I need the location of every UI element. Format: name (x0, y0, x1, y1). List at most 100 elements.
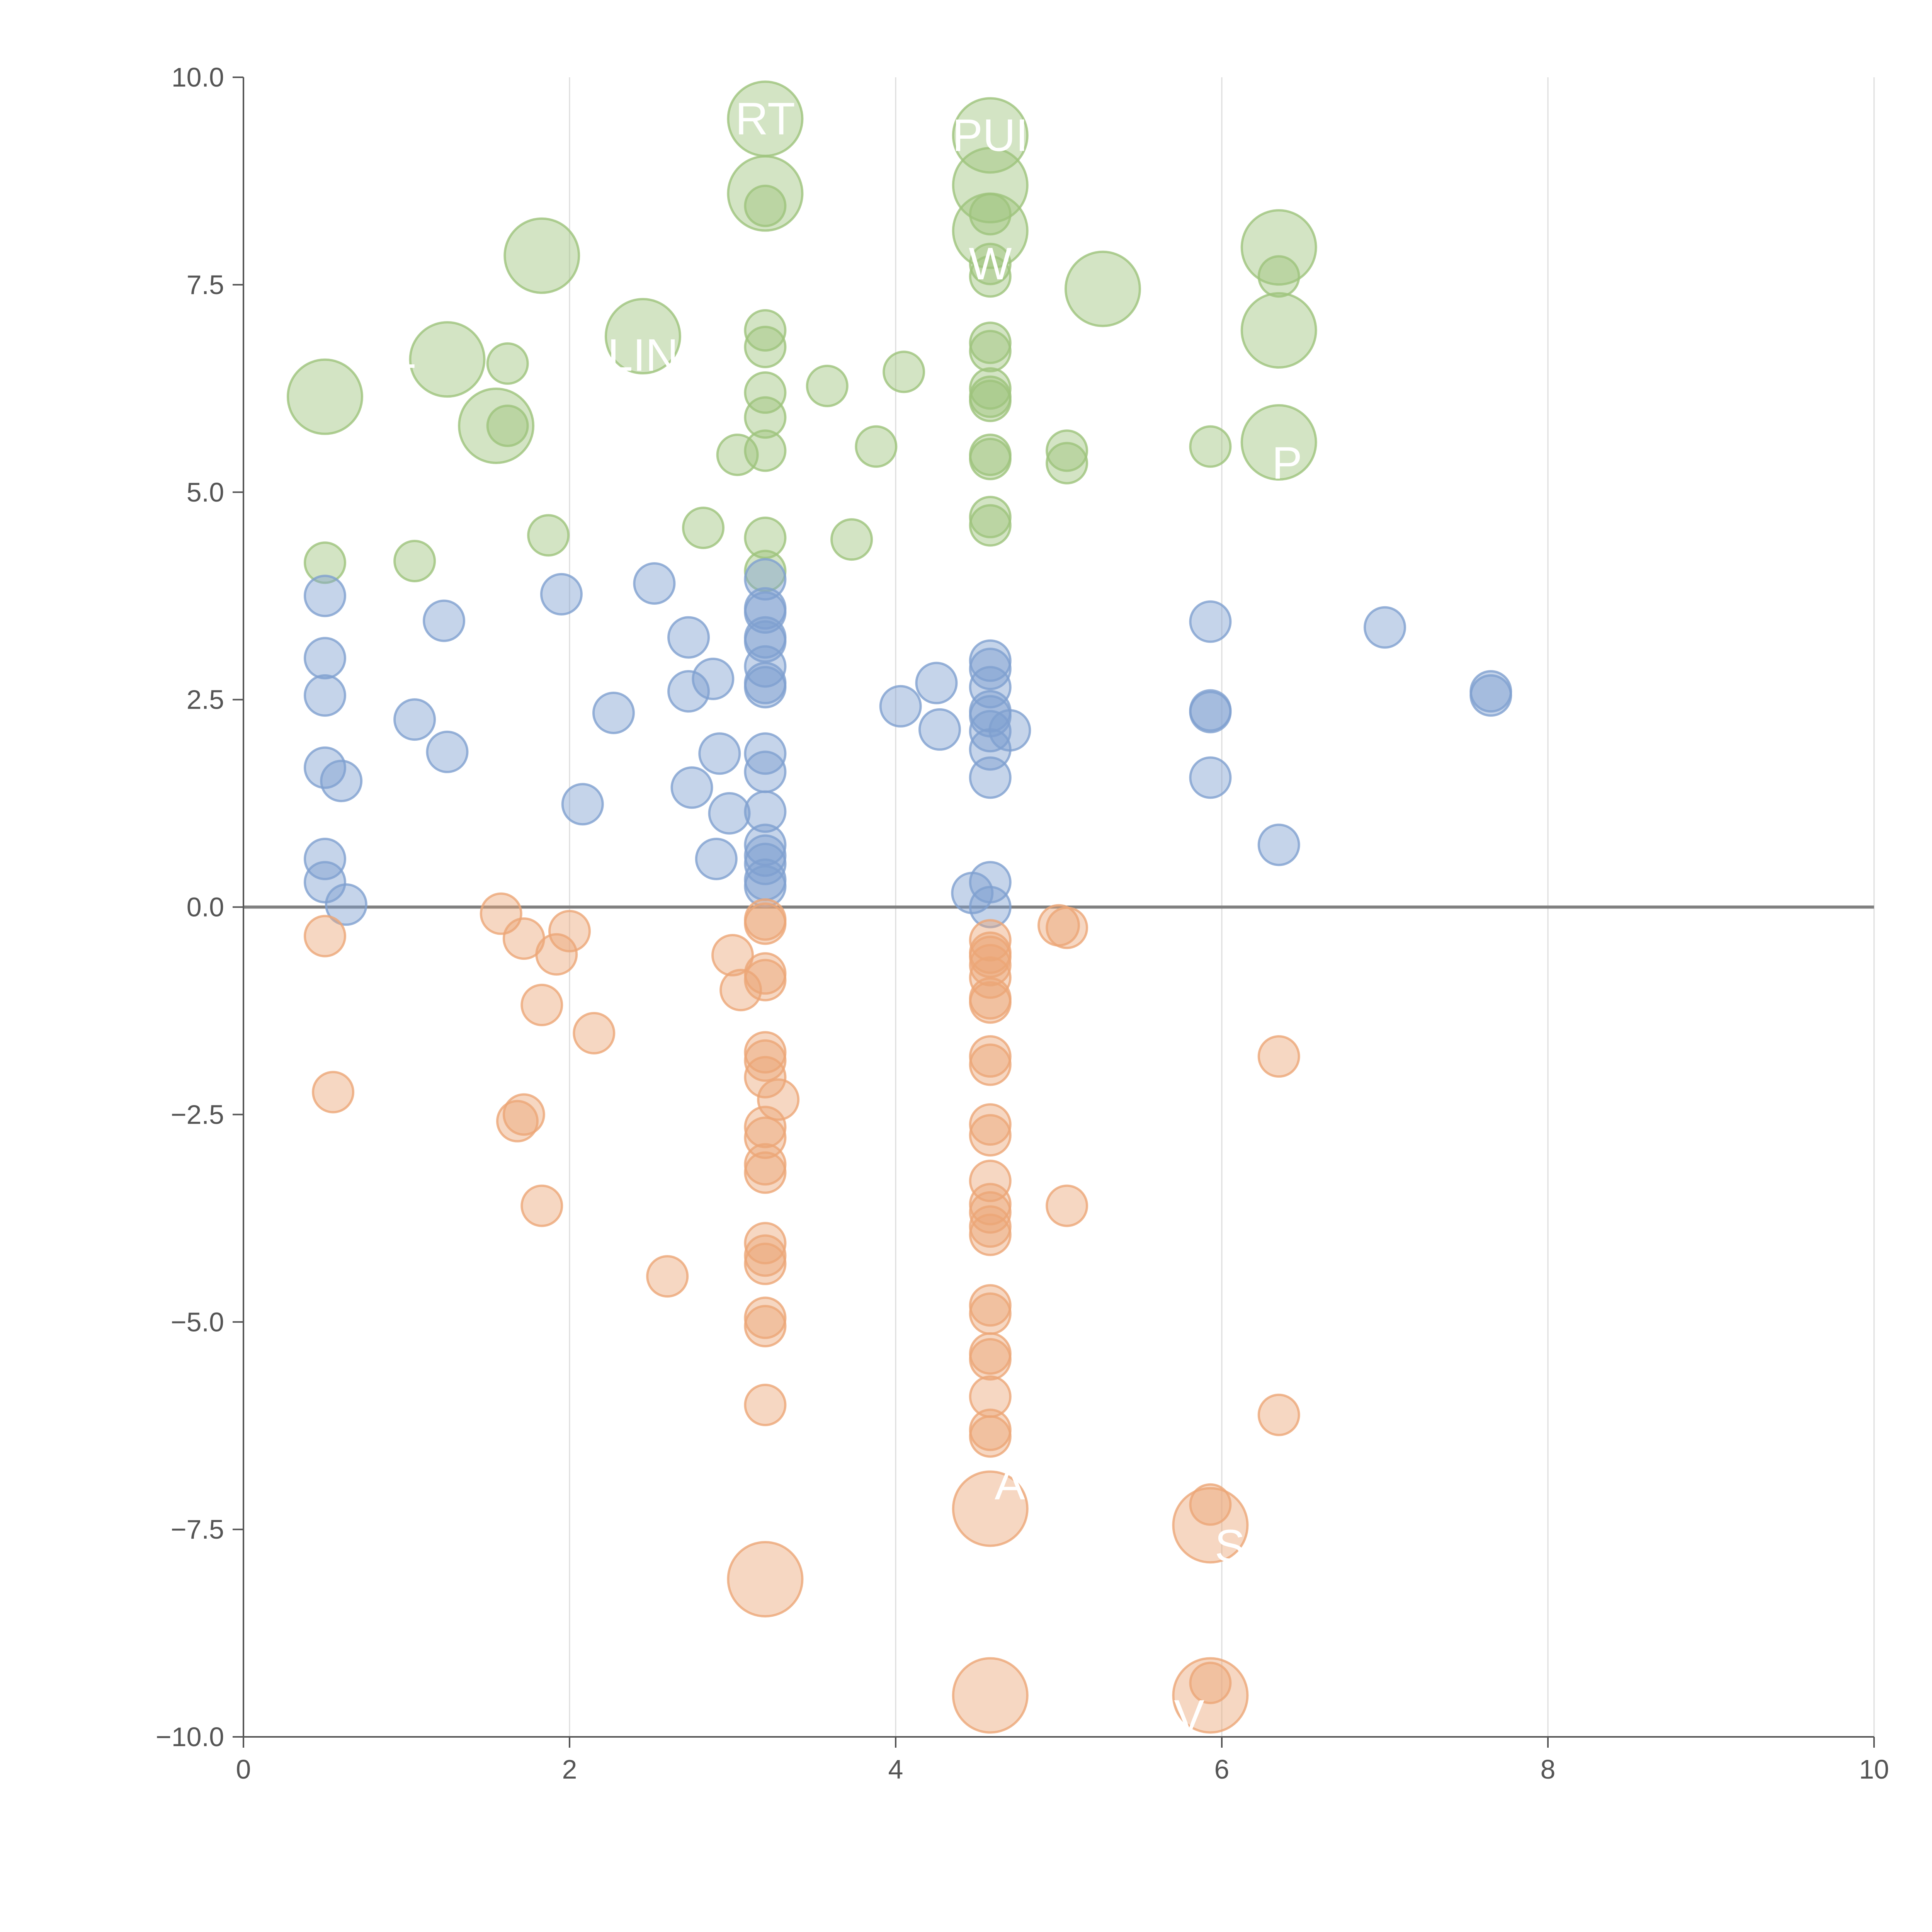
data-point (744, 1039, 787, 1082)
data-point (548, 910, 591, 952)
data-point (287, 358, 363, 435)
data-point (604, 298, 681, 375)
data-point (969, 1213, 1012, 1256)
data-point (423, 599, 466, 642)
data-point (1240, 209, 1317, 286)
data-point (520, 983, 563, 1026)
data-point (969, 379, 1012, 422)
data-point (744, 309, 787, 352)
data-point (1046, 1184, 1088, 1227)
data-point (806, 364, 849, 407)
data-point (744, 184, 787, 227)
data-point (304, 915, 346, 957)
data-point (502, 1093, 545, 1136)
data-point (915, 662, 958, 704)
data-point (969, 193, 1012, 236)
data-point (1257, 823, 1300, 866)
data-point (486, 404, 529, 447)
data-point (744, 666, 787, 709)
data-point (969, 243, 1012, 286)
data-points (287, 80, 1512, 1734)
data-point (969, 330, 1012, 372)
data-point (969, 1415, 1012, 1458)
data-point (1046, 906, 1088, 949)
data-point (716, 434, 759, 476)
data-point (496, 1100, 539, 1143)
data-point (744, 1242, 787, 1285)
data-point (304, 575, 346, 617)
data-point (744, 1304, 787, 1347)
data-point (744, 325, 787, 368)
data-point (969, 255, 1012, 298)
point-labels: RT PUI W LIN JT P A S V (365, 93, 1302, 1742)
data-point (969, 861, 1012, 904)
data-point (1189, 690, 1232, 733)
data-point (670, 766, 713, 809)
series-top (287, 80, 1317, 592)
data-point (744, 620, 787, 663)
data-point (988, 709, 1031, 752)
data-point (527, 514, 570, 557)
x-tick-label: 2 (562, 1754, 577, 1784)
y-tick-label: −10.0 (156, 1722, 224, 1752)
y-tick-label: −5.0 (171, 1307, 224, 1337)
point-label: JT (365, 355, 415, 406)
data-point (667, 616, 710, 659)
data-point (952, 1657, 1029, 1734)
data-point (535, 933, 578, 976)
data-point (969, 504, 1012, 547)
x-tick-label: 4 (888, 1754, 903, 1784)
data-point (708, 792, 751, 835)
data-point (320, 760, 363, 803)
data-point (969, 1292, 1012, 1335)
data-point (969, 1114, 1012, 1157)
data-point (719, 969, 762, 1012)
data-point (312, 1071, 355, 1114)
data-point (883, 350, 925, 393)
data-point (744, 959, 787, 1002)
point-label: RT (735, 93, 795, 144)
data-point (744, 790, 787, 833)
data-point (711, 934, 754, 977)
data-point (1172, 1657, 1249, 1734)
data-point (744, 1105, 787, 1148)
series-bottom (304, 892, 1300, 1734)
data-point (698, 732, 741, 775)
x-tick-label: 0 (236, 1754, 251, 1784)
data-point (969, 919, 1012, 962)
data-point (757, 1078, 800, 1121)
axes: −10.0 −7.5 −5.0 −2.5 0.0 2.5 5.0 7.5 10.0 0 2 4 6 8 10 (156, 62, 1889, 1784)
data-point (969, 1160, 1012, 1202)
y-tick-label: 2.5 (187, 685, 224, 715)
data-point (952, 147, 1029, 224)
series-middle (304, 558, 1512, 929)
data-point (1240, 292, 1317, 369)
data-point (744, 558, 787, 601)
data-point (969, 886, 1012, 929)
data-point (969, 756, 1012, 799)
y-tick-label: 7.5 (187, 270, 224, 300)
data-point (426, 730, 469, 773)
data-point (393, 698, 436, 741)
data-point (918, 708, 961, 751)
y-tick-label: 0.0 (187, 892, 224, 922)
data-point (744, 1384, 787, 1426)
point-label: LIN (607, 330, 679, 381)
data-point (1046, 429, 1088, 472)
data-point (1046, 442, 1088, 485)
data-point (969, 1191, 1012, 1234)
data-point (1469, 674, 1512, 717)
data-point (1189, 1483, 1232, 1526)
data-point (727, 1541, 804, 1617)
data-point (744, 516, 787, 559)
y-tick-label: 5.0 (187, 477, 224, 507)
y-tick-label: −2.5 (171, 1099, 224, 1129)
data-point (393, 539, 436, 582)
data-point (969, 981, 1012, 1024)
data-point (1257, 1035, 1300, 1078)
data-point (304, 541, 346, 584)
data-point (1257, 255, 1300, 298)
data-point (540, 573, 583, 616)
data-point (969, 648, 1012, 690)
